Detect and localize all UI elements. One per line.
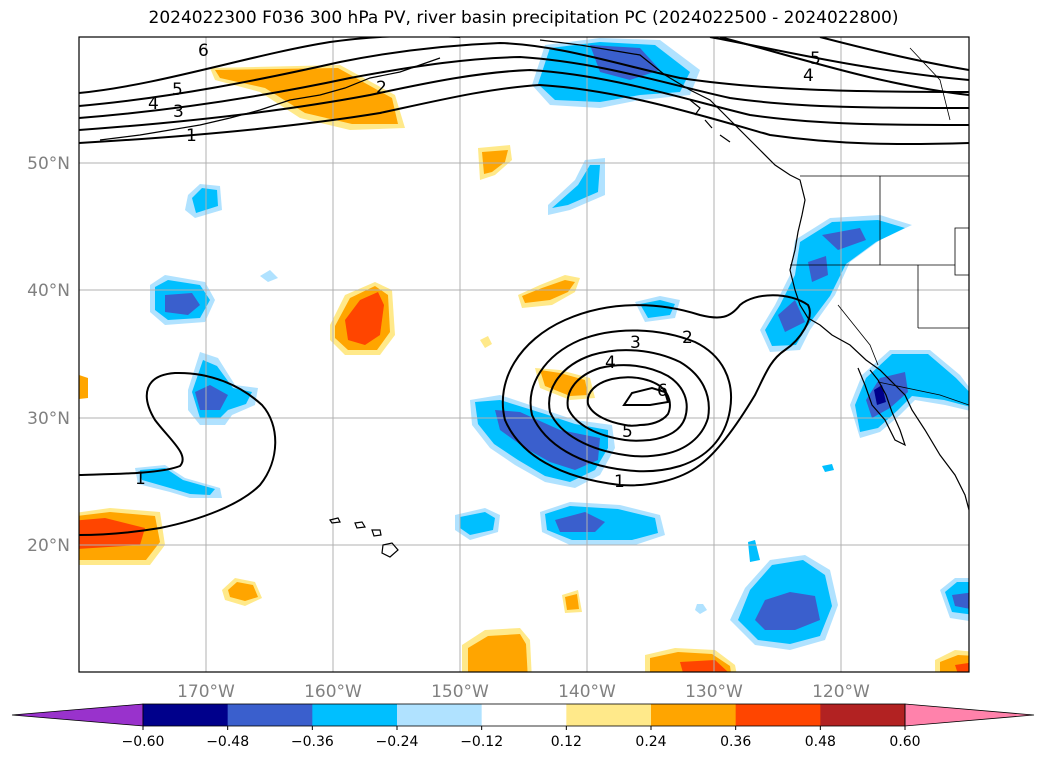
pv-label: 6	[198, 41, 209, 61]
colorbar-extend-high	[904, 703, 1035, 727]
lon-tick: 120°W	[812, 682, 870, 702]
pv-label: 1	[135, 469, 146, 489]
pv-label: 5	[622, 422, 633, 442]
lat-tick-labels: 50°N 40°N 30°N 20°N	[27, 154, 70, 556]
pv-label: 4	[803, 66, 814, 86]
colorbar-cell	[143, 704, 229, 726]
colorbar-tick-label: −0.36	[291, 734, 334, 750]
pv-label: 5	[810, 49, 821, 69]
colorbar-frame	[142, 703, 906, 727]
lat-tick: 20°N	[27, 536, 70, 556]
colorbar-tick-label: −0.48	[206, 734, 249, 750]
pv-contour-labels: 6 5 4 3 2 1 5 4 3 4 2 6 5 1 1	[135, 41, 821, 492]
colorbar-cell	[820, 704, 906, 726]
colorbar-cell	[481, 704, 567, 726]
colorbar-cell	[735, 704, 821, 726]
lon-tick: 170°W	[177, 682, 235, 702]
pv-label: 2	[682, 328, 693, 348]
colorbar-tick-label: 0.12	[551, 734, 582, 750]
lat-tick: 30°N	[27, 409, 70, 429]
colorbar: −0.60 −0.48 −0.36 −0.24 −0.12 0.12 0.24 0.36 0.4…	[11, 703, 1035, 750]
colorbar-cell	[397, 704, 483, 726]
colorbar-cell	[651, 704, 737, 726]
pv-label: 1	[614, 472, 625, 492]
pv-label: 4	[605, 353, 616, 373]
colorbar-tick-label: −0.12	[460, 734, 503, 750]
colorbar-cell	[312, 704, 398, 726]
colorbar-tick-label: −0.24	[376, 734, 419, 750]
lon-tick: 130°W	[685, 682, 743, 702]
plot-area	[79, 37, 969, 672]
lon-tick-labels: 170°W 160°W 150°W 140°W 130°W 120°W	[177, 682, 870, 702]
pv-contours	[79, 37, 969, 536]
colorbar-tick-label: 0.36	[720, 734, 751, 750]
pv-label: 1	[186, 126, 197, 146]
political-borders	[790, 47, 969, 406]
colorbar-extend-low	[11, 703, 144, 727]
lat-tick: 50°N	[27, 154, 70, 174]
colorbar-cell	[566, 704, 652, 726]
colorbar-ticks: −0.60 −0.48 −0.36 −0.24 −0.12 0.12 0.24 0.36 0.4…	[122, 726, 921, 750]
lon-tick: 150°W	[431, 682, 489, 702]
colorbar-tick-label: 0.24	[635, 734, 666, 750]
map-title: 2024022300 F036 300 hPa PV, river basin …	[148, 8, 899, 28]
pv-label: 3	[630, 333, 641, 353]
pv-label: 4	[148, 94, 159, 114]
lon-tick: 140°W	[558, 682, 616, 702]
colorbar-tick-label: 0.48	[805, 734, 836, 750]
colorbar-cells	[11, 703, 1035, 727]
pv-label: 2	[376, 78, 387, 98]
pv-label: 6	[657, 381, 668, 401]
lon-tick: 160°W	[304, 682, 362, 702]
coastlines	[99, 39, 969, 558]
pv-label: 3	[173, 102, 184, 122]
lat-tick: 40°N	[27, 281, 70, 301]
colorbar-tick-label: −0.60	[122, 734, 165, 750]
colorbar-tick-label: 0.60	[889, 734, 920, 750]
colorbar-cell	[227, 704, 313, 726]
pv-label: 5	[172, 80, 183, 100]
plot-frame	[78, 36, 970, 673]
